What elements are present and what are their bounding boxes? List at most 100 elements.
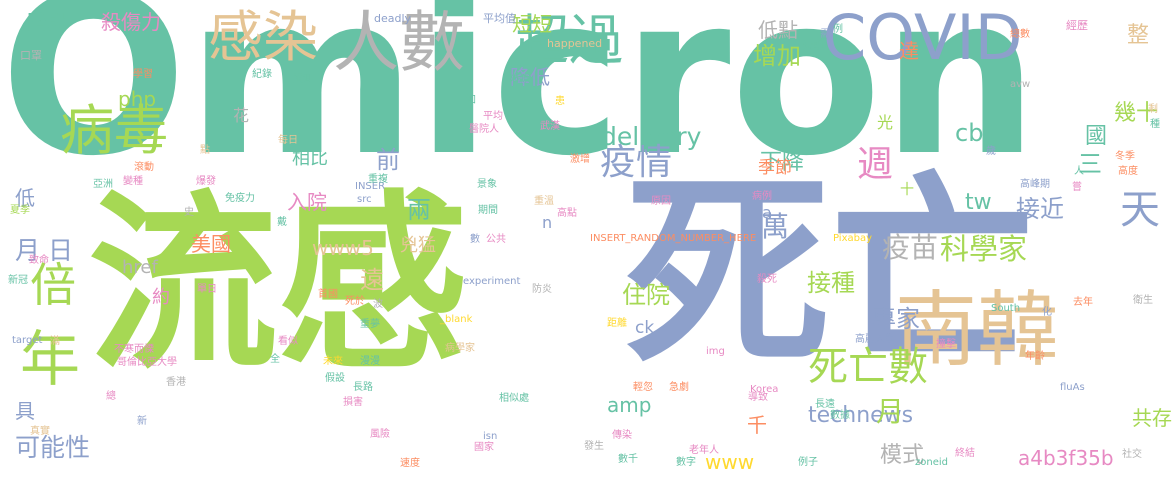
cloud-word: delivery	[601, 122, 702, 151]
cloud-word: 來源	[509, 74, 529, 85]
cloud-word: 月	[15, 236, 41, 265]
cloud-word: 真實	[30, 426, 50, 437]
cloud-word: 花	[233, 106, 250, 125]
cloud-word: deadly	[374, 12, 412, 25]
cloud-word: 重夢	[360, 319, 380, 330]
cloud-word: 可能性	[15, 433, 91, 462]
cloud-word: 高麗大學	[855, 334, 895, 345]
cloud-word: 約	[152, 287, 170, 308]
cloud-word: 香港	[166, 377, 186, 388]
cloud-word: 老年人	[689, 445, 719, 456]
cloud-word: 剩	[1148, 104, 1158, 115]
cloud-word: 住院	[622, 281, 670, 309]
cloud-word: 短短	[512, 12, 552, 36]
cloud-word: 科學家	[940, 232, 1028, 266]
cloud-word: 患	[555, 96, 565, 107]
cloud-word: 疫情	[600, 142, 673, 183]
cloud-word: 月	[876, 395, 905, 428]
cloud-word: a	[762, 203, 772, 222]
cloud-word: tw	[965, 190, 992, 215]
cloud-word: technews	[808, 403, 914, 428]
cloud-word: 速度	[400, 458, 420, 469]
cloud-word: 高點	[557, 208, 577, 219]
cloud-word: Omicron	[0, 0, 1039, 204]
cloud-word: 低點	[758, 18, 798, 42]
cloud-word: 知	[466, 95, 476, 106]
cloud-word: 距離	[607, 318, 627, 329]
cloud-word: ck	[635, 318, 655, 338]
cloud-word: 公共	[486, 234, 506, 245]
cloud-word: 史	[184, 207, 194, 218]
cloud-word: 國	[1085, 124, 1108, 149]
cloud-word: 數字	[676, 457, 696, 468]
cloud-word: 千	[747, 413, 767, 437]
cloud-word: 致命	[29, 255, 49, 266]
cloud-word: 流感	[88, 174, 469, 395]
cloud-word: 週	[857, 144, 894, 185]
cloud-word: 總數	[1010, 29, 1030, 40]
cloud-word: 接近	[1016, 195, 1064, 223]
cloud-word: 化	[1042, 307, 1052, 318]
cloud-word: 相似處	[499, 393, 529, 404]
cloud-word: 例	[833, 24, 843, 35]
cloud-word: 十	[900, 182, 914, 198]
cloud-word: South	[991, 303, 1021, 314]
cloud-word: 總	[106, 391, 116, 402]
cloud-word: www5	[312, 236, 374, 260]
cloud-word: target	[12, 335, 43, 346]
cloud-word: 長遠	[815, 399, 835, 410]
cloud-word: avw	[1010, 79, 1031, 90]
cloud-word: 國家	[474, 442, 494, 453]
cloud-word: 導致	[748, 392, 768, 403]
cloud-word: 看似	[278, 336, 298, 347]
cloud-word: 醫院人	[469, 124, 499, 135]
cloud-word: 防炎	[532, 284, 552, 295]
cloud-word: 風險	[370, 429, 390, 440]
cloud-word: 輕忽	[633, 382, 653, 393]
cloud-word: 兩	[407, 196, 431, 224]
cloud-word: COVID	[823, 1, 1023, 74]
cloud-word: 亞洲	[93, 179, 113, 190]
cloud-word: 滾動	[134, 162, 154, 173]
cloud-word: 死於	[345, 296, 365, 307]
cloud-word: INSERT_RANDOM_NUMBER_HERE	[590, 233, 757, 244]
cloud-word: 平均值	[483, 12, 516, 25]
cloud-word: 激增	[570, 154, 590, 165]
cloud-word: INSER	[355, 181, 386, 192]
cloud-word: 達	[899, 39, 919, 63]
cloud-word: 天	[1120, 187, 1160, 233]
cloud-word: 專家	[872, 305, 920, 333]
cloud-word: isn	[483, 431, 498, 442]
cloud-word: 撞擊	[936, 339, 956, 350]
cloud-word: 模式	[880, 443, 925, 468]
cloud-word: 不寒而慄	[114, 344, 154, 355]
cloud-word: 社交	[1122, 449, 1142, 460]
cloud-word: 首國	[318, 289, 338, 300]
cloud-word: 降低	[510, 65, 550, 89]
cloud-word: 平均	[483, 111, 503, 122]
cloud-word: 戴	[277, 217, 287, 228]
cloud-word: 數千	[618, 454, 638, 465]
cloud-word: 下降	[760, 150, 805, 175]
cloud-word: cb	[955, 119, 984, 147]
cloud-word: 重溫	[534, 196, 554, 207]
cloud-word: 傳染	[612, 430, 632, 441]
cloud-word: 急劇	[669, 382, 689, 393]
cloud-word: 嘗	[1072, 182, 1082, 193]
cloud-word: happened	[547, 37, 603, 50]
cloud-word: 美國	[191, 232, 231, 256]
cloud-word: 數	[470, 234, 480, 245]
cloud-word: href	[122, 257, 158, 278]
cloud-word: fluAs	[1060, 382, 1085, 393]
cloud-word: 超過	[515, 9, 623, 72]
cloud-word: 死亡	[625, 155, 1035, 393]
cloud-word: 未來	[323, 356, 343, 367]
cloud-word: zoneid	[915, 457, 948, 468]
cloud-word: 日	[48, 236, 74, 265]
cloud-word: 遠	[360, 266, 384, 294]
cloud-word: 損害	[343, 397, 363, 408]
cloud-word: experiment	[463, 276, 521, 287]
cloud-word: 光	[877, 113, 894, 132]
cloud-word: 紀錄	[252, 69, 272, 80]
